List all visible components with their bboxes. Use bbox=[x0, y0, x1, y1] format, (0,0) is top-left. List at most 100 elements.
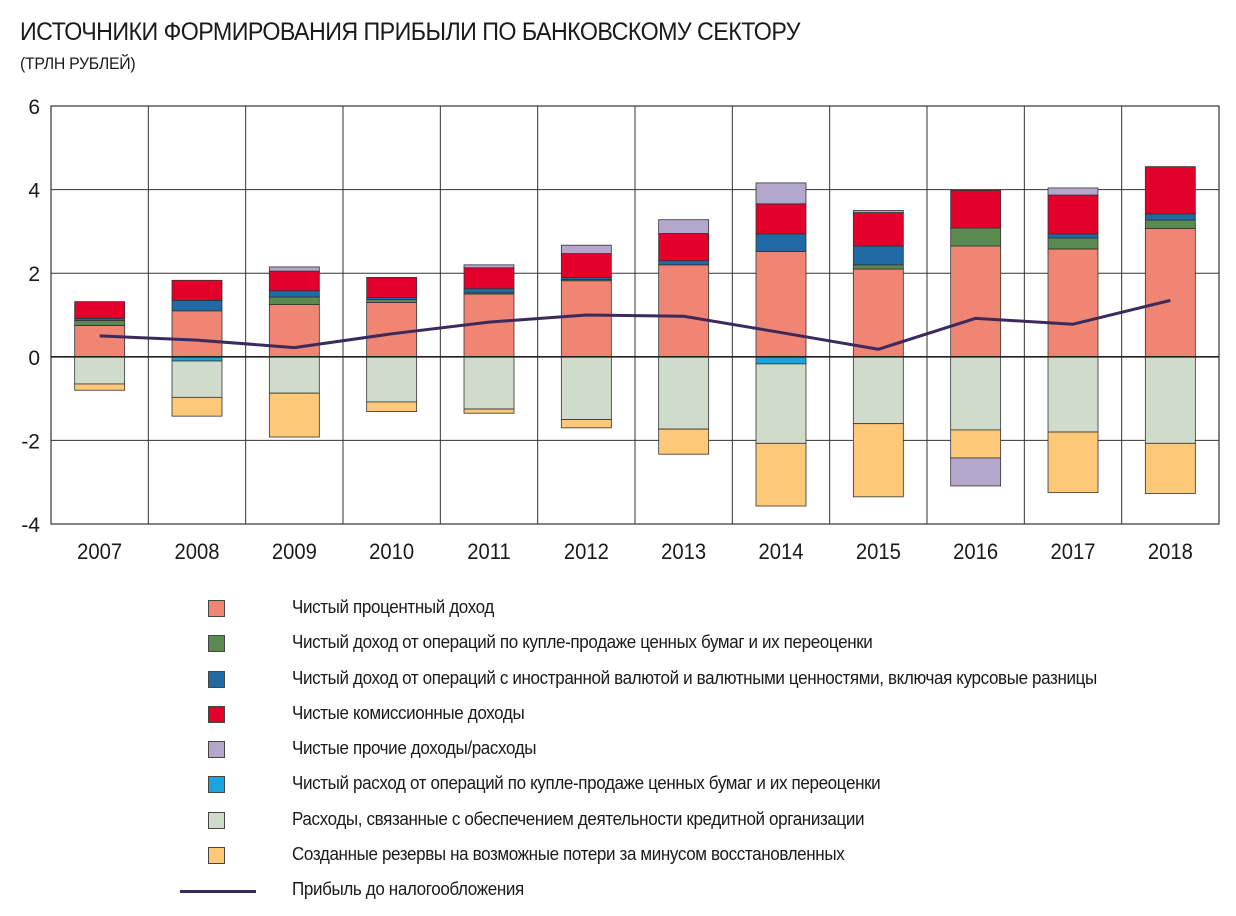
bar-segment bbox=[950, 429, 1002, 459]
bar-segment bbox=[560, 280, 612, 358]
bar-segment bbox=[755, 233, 807, 252]
bar-segment bbox=[950, 227, 1002, 247]
bar-segment bbox=[950, 245, 1002, 358]
x-tick-label: 2008 bbox=[174, 540, 219, 564]
y-tick-label: -4 bbox=[21, 514, 40, 537]
bar-segment bbox=[268, 270, 320, 292]
bar-segment bbox=[852, 212, 904, 247]
bar-segment bbox=[1047, 431, 1099, 494]
x-tick-label: 2017 bbox=[1050, 540, 1095, 564]
bar-segment bbox=[366, 299, 418, 303]
bar-segment bbox=[366, 276, 418, 298]
bar-segment bbox=[852, 356, 904, 425]
bar-segment bbox=[268, 266, 320, 272]
bar-segment bbox=[1047, 187, 1099, 196]
bar-segment bbox=[1144, 442, 1196, 494]
legend-item: Созданные резервы на возможные потери за… bbox=[180, 837, 1220, 872]
legend-label: Созданные резервы на возможные потери за… bbox=[292, 843, 845, 865]
bar-segment bbox=[658, 260, 710, 266]
bar-segment bbox=[1144, 213, 1196, 221]
bar-segment bbox=[950, 356, 1002, 431]
bar-segment bbox=[658, 233, 710, 262]
bar-segment bbox=[74, 383, 126, 391]
bar-segment bbox=[171, 299, 223, 312]
bar-segment bbox=[755, 356, 807, 365]
x-tick-label: 2011 bbox=[467, 540, 511, 564]
bar-segment bbox=[366, 302, 418, 358]
bar-segment bbox=[268, 356, 320, 394]
bar-segment bbox=[463, 267, 515, 290]
legend-item: Чистый доход от операций по купле-продаж… bbox=[180, 625, 1220, 660]
x-tick-label: 2014 bbox=[758, 540, 803, 564]
legend-label: Прибыль до налогообложения bbox=[292, 878, 524, 900]
bar-segment bbox=[1144, 219, 1196, 229]
bar-segment bbox=[74, 301, 126, 319]
bar-segment bbox=[950, 190, 1002, 229]
bar-segment bbox=[268, 290, 320, 298]
bar-segment bbox=[1047, 194, 1099, 235]
bar-segment bbox=[74, 320, 126, 326]
bar-segment bbox=[755, 442, 807, 507]
chart-subtitle: (ТРЛН РУБЛЕЙ) bbox=[20, 54, 136, 73]
bar-segment bbox=[268, 296, 320, 305]
bar-segment bbox=[171, 279, 223, 301]
bar-segment bbox=[852, 245, 904, 266]
bar-segment bbox=[560, 356, 612, 420]
legend-label: Чистый расход от операций по купле-прода… bbox=[292, 772, 881, 794]
bar-segment bbox=[755, 182, 807, 205]
legend-label: Чистый процентный доход bbox=[292, 596, 494, 617]
bar-segment bbox=[755, 203, 807, 235]
profit-line bbox=[99, 298, 1171, 351]
bar-segment bbox=[1047, 356, 1099, 433]
bar-segment bbox=[74, 356, 126, 385]
legend-item: Чистый процентный доход bbox=[180, 590, 1220, 625]
legend-item: Чистые комиссионные доходы bbox=[180, 696, 1220, 731]
legend-swatch bbox=[208, 600, 225, 617]
bar-segment bbox=[852, 264, 904, 270]
bar-segment bbox=[1047, 233, 1099, 239]
bar-segment bbox=[852, 423, 904, 498]
legend-swatch bbox=[208, 635, 225, 653]
legend-label: Чистые прочие доходы/расходы bbox=[292, 737, 537, 759]
bar-segment bbox=[463, 264, 515, 269]
legend-swatch bbox=[208, 741, 225, 759]
bar-segment bbox=[560, 419, 612, 429]
legend-swatch bbox=[208, 705, 225, 723]
legend-label: Чистый доход от операций с иностранной в… bbox=[292, 666, 1097, 688]
bar-segment bbox=[463, 288, 515, 294]
legend-swatch bbox=[208, 776, 225, 794]
bar-segment bbox=[1047, 248, 1099, 358]
x-tick-label: 2007 bbox=[77, 540, 122, 564]
y-tick-label: -2 bbox=[21, 430, 40, 453]
legend-swatch bbox=[208, 811, 225, 829]
bar-segment bbox=[366, 401, 418, 412]
legend-swatch bbox=[208, 847, 225, 865]
bar-segment bbox=[366, 356, 418, 403]
y-tick-label: 0 bbox=[28, 347, 40, 370]
legend-swatch bbox=[208, 670, 225, 688]
chart-title: ИСТОЧНИКИ ФОРМИРОВАНИЯ ПРИБЫЛИ ПО БАНКОВ… bbox=[20, 18, 801, 46]
bar-segment bbox=[1144, 356, 1196, 444]
bar-segment bbox=[852, 210, 904, 213]
bar-segment bbox=[463, 356, 515, 410]
legend-item: Чистый доход от операций с иностранной в… bbox=[180, 661, 1220, 696]
bar-segment bbox=[171, 396, 223, 417]
bar-segment bbox=[560, 253, 612, 278]
legend-swatch bbox=[180, 890, 256, 894]
bar-segment bbox=[1144, 166, 1196, 215]
x-tick-label: 2012 bbox=[564, 540, 609, 564]
bar-segment bbox=[560, 244, 612, 254]
y-tick-label: 4 bbox=[28, 180, 40, 203]
bar-segment bbox=[755, 363, 807, 444]
legend-label: Чистые комиссионные доходы bbox=[292, 701, 525, 723]
y-tick-label: 6 bbox=[28, 96, 40, 119]
bar-segment bbox=[171, 310, 223, 358]
x-tick-label: 2010 bbox=[369, 540, 414, 564]
y-tick-label: 2 bbox=[28, 263, 40, 286]
bar-segment bbox=[755, 251, 807, 358]
legend-item: Прибыль до налогообложения bbox=[180, 872, 1220, 907]
x-tick-label: 2016 bbox=[953, 540, 998, 564]
bar-segment bbox=[658, 428, 710, 455]
plot-frame bbox=[50, 105, 1220, 525]
chart: 6 4 2 0 -2 -4 2007 2008 2009 2010 2011 2012 2013 2014… bbox=[21, 96, 1220, 564]
